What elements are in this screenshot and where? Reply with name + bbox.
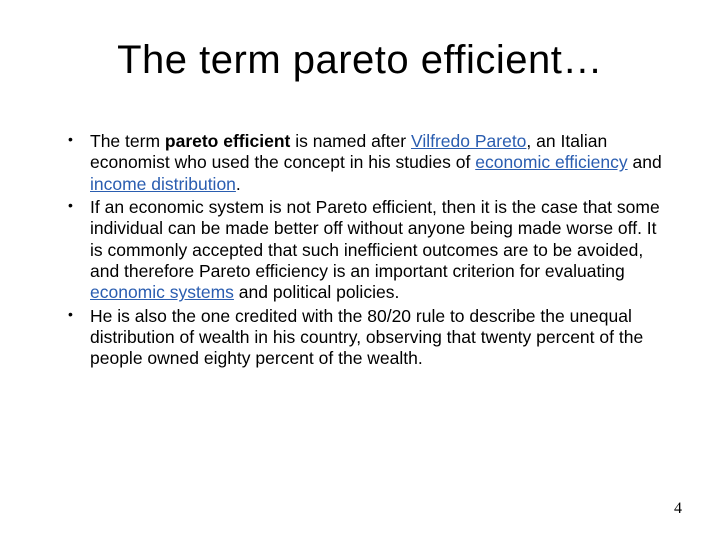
text-run: He is also the one credited with the 80/… xyxy=(90,306,643,369)
slide: The term pareto efficient… The term pare… xyxy=(0,0,720,540)
list-item: He is also the one credited with the 80/… xyxy=(62,306,666,370)
link-economic-systems[interactable]: economic systems xyxy=(90,282,234,302)
text-run: If an economic system is not Pareto effi… xyxy=(90,197,660,281)
text-run: The term xyxy=(90,131,165,151)
link-vilfredo-pareto[interactable]: Vilfredo Pareto xyxy=(411,131,526,151)
text-run: is named after xyxy=(290,131,411,151)
bullet-list: The term pareto efficient is named after… xyxy=(54,131,666,370)
list-item: If an economic system is not Pareto effi… xyxy=(62,197,666,304)
page-number: 4 xyxy=(674,500,682,518)
link-economic-efficiency[interactable]: economic efficiency xyxy=(475,152,627,172)
slide-title: The term pareto efficient… xyxy=(54,38,666,83)
text-run: and political policies. xyxy=(234,282,399,302)
text-run: and xyxy=(628,152,662,172)
list-item: The term pareto efficient is named after… xyxy=(62,131,666,195)
link-income-distribution[interactable]: income distribution xyxy=(90,174,236,194)
text-run: . xyxy=(236,174,241,194)
bold-text: pareto efficient xyxy=(165,131,290,151)
